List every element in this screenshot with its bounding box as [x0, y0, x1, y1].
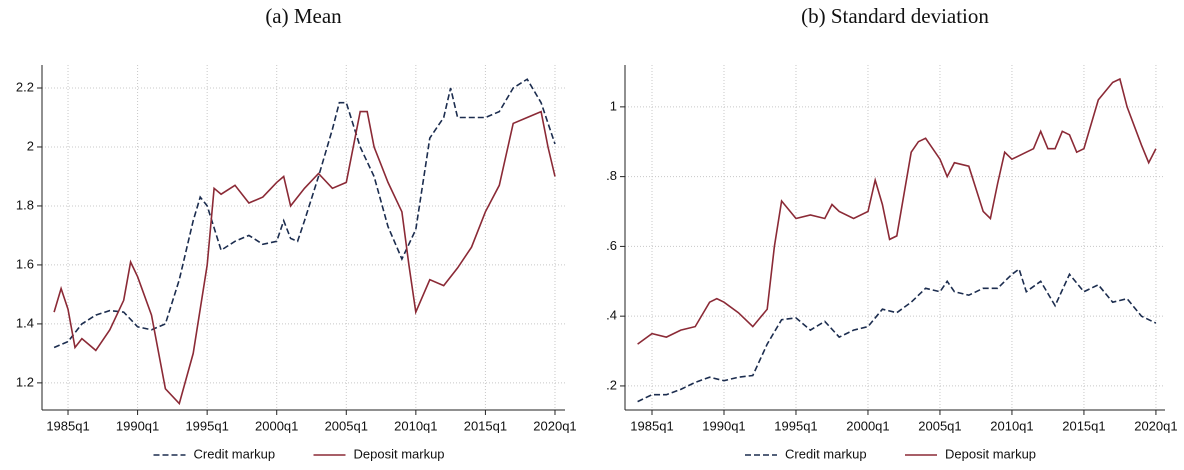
- y-tick-label: .8: [606, 168, 617, 183]
- y-tick-label: .4: [606, 308, 617, 323]
- x-tick-label: 1985q1: [46, 418, 89, 433]
- x-tick-label: 2020q1: [533, 418, 576, 433]
- panel-title: (b) Standard deviation: [801, 4, 989, 28]
- x-tick-label: 2015q1: [464, 418, 507, 433]
- legend-label: Credit markup: [785, 446, 867, 461]
- x-tick-label: 2010q1: [394, 418, 437, 433]
- y-tick-label: .6: [606, 238, 617, 253]
- series-line: [53, 110, 556, 406]
- legend-label: Deposit markup: [354, 446, 445, 461]
- y-tick-label: 1: [610, 98, 617, 113]
- y-tick-label: 1.8: [16, 197, 34, 212]
- x-tick-label: 2000q1: [846, 418, 889, 433]
- legend-label: Credit markup: [194, 446, 276, 461]
- y-tick-label: .2: [606, 377, 617, 392]
- y-tick-label: 1.2: [16, 374, 34, 389]
- x-tick-label: 2015q1: [1062, 418, 1105, 433]
- series-line: [53, 78, 556, 349]
- y-tick-label: 1.4: [16, 315, 34, 330]
- x-tick-label: 2020q1: [1134, 418, 1177, 433]
- x-tick-label: 1990q1: [702, 418, 745, 433]
- x-tick-label: 2005q1: [918, 418, 961, 433]
- y-tick-label: 1.6: [16, 256, 34, 271]
- legend-label: Deposit markup: [945, 446, 1036, 461]
- y-tick-label: 2: [27, 138, 34, 153]
- x-tick-label: 2000q1: [255, 418, 298, 433]
- x-tick-label: 1995q1: [185, 418, 228, 433]
- y-tick-label: 2.2: [16, 79, 34, 94]
- x-tick-label: 2010q1: [990, 418, 1033, 433]
- panel-title: (a) Mean: [265, 4, 342, 28]
- series-line: [637, 267, 1157, 403]
- series-line: [637, 77, 1157, 345]
- x-tick-label: 1990q1: [116, 418, 159, 433]
- x-tick-label: 2005q1: [325, 418, 368, 433]
- x-tick-label: 1985q1: [630, 418, 673, 433]
- x-tick-label: 1995q1: [774, 418, 817, 433]
